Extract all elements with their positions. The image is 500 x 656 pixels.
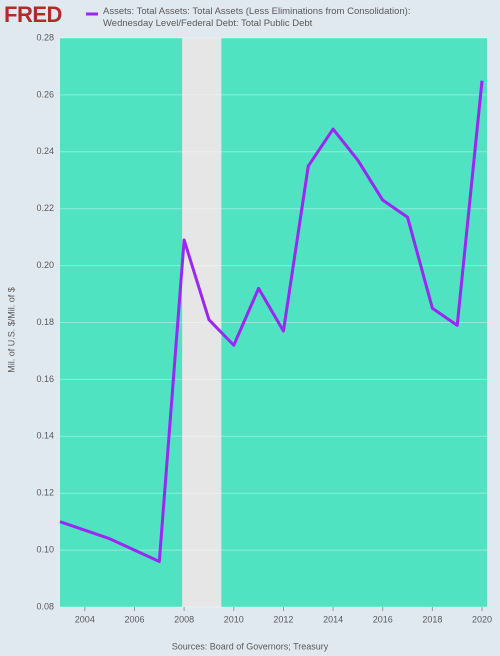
y-tick-label: 0.16 xyxy=(36,374,54,384)
plot-area xyxy=(60,38,487,607)
source: Sources: Board of Governors; Treasury xyxy=(172,641,329,651)
y-axis-label: Mil. of U.S. $/Mil. of $ xyxy=(6,287,16,373)
y-tick-label: 0.26 xyxy=(36,89,54,99)
y-tick-label: 0.18 xyxy=(36,317,54,327)
layer: 0.08 0.10 0.12 0.14 0.16 0.18 0.20 0.22 0.24 0.26… xyxy=(36,32,492,624)
y-tick-label: 0.08 xyxy=(36,601,54,611)
y-tick-label: 0.24 xyxy=(36,146,54,156)
legend-label: Assets: Total Assets: Total Assets (Less… xyxy=(103,6,411,29)
recession-band xyxy=(182,38,222,607)
y-tick-label: 0.28 xyxy=(36,32,54,42)
logo: FRED xyxy=(4,2,62,27)
x-tick-label: 2018 xyxy=(422,614,442,624)
x-tick-label: 2020 xyxy=(472,614,492,624)
x-tick-label: 2008 xyxy=(174,614,194,624)
x-tick-label: 2010 xyxy=(224,614,244,624)
x-tick-label: 2012 xyxy=(273,614,293,624)
x-tick-label: 2004 xyxy=(75,614,95,624)
y-tick-label: 0.20 xyxy=(36,260,54,270)
x-tick-label: 2006 xyxy=(124,614,144,624)
y-tick-label: 0.22 xyxy=(36,203,54,213)
x-tick-label: 2014 xyxy=(323,614,343,624)
data-line xyxy=(59,80,484,563)
x-tick-label: 2016 xyxy=(373,614,393,624)
y-tick-label: 0.12 xyxy=(36,488,54,498)
y-tick-label: 0.10 xyxy=(36,544,54,554)
y-tick-label: 0.14 xyxy=(36,431,54,441)
